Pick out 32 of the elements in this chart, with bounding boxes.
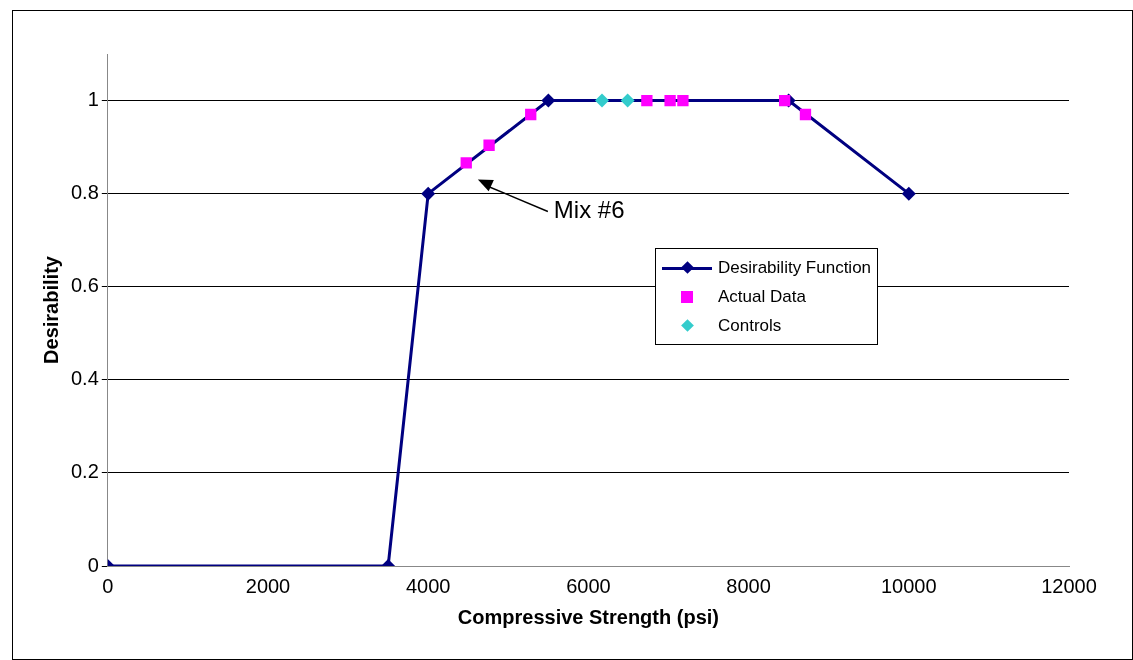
point [525,108,537,121]
point [677,94,689,107]
x-tick-label: 8000 [726,574,771,597]
x-axis-title: Compressive Strength (psi) [457,605,719,628]
x-tick-label: 4000 [405,574,451,597]
point [541,93,556,108]
y-axis-title: Desirability [39,255,62,364]
point [778,94,791,107]
y-tick-label: 0 [87,553,99,576]
x-tick-label: 10000 [880,574,937,597]
point [595,93,610,108]
legend-label: Controls [718,315,782,336]
annotation: Mix #6 [553,196,625,224]
y-tick-label: 0.4 [70,367,99,390]
legend-label: Desirability Function [718,257,872,278]
y-tick-label: 1 [87,88,99,111]
point [421,186,436,201]
x-tick-label: 12000 [1041,574,1097,597]
x-tick-label: 2000 [245,574,291,597]
y-tick-label: 0.8 [70,181,99,204]
y-tick-label: 0.6 [70,274,99,297]
legend-label: Actual Data [718,286,806,307]
point [664,94,676,107]
point [483,139,495,151]
point [799,108,812,121]
x-tick-label: 6000 [566,574,611,597]
point [460,157,472,169]
point [901,186,916,201]
x-tick-label: 0 [102,574,114,597]
point [620,93,635,108]
point [641,94,653,107]
y-tick-label: 0.2 [70,460,99,483]
